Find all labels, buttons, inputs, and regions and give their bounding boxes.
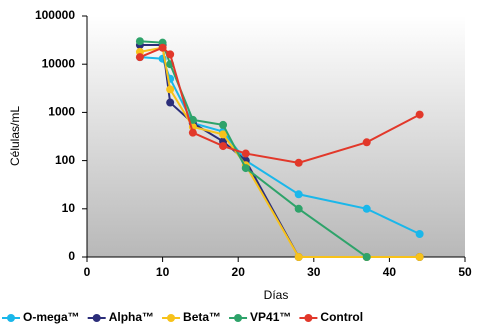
data-point	[219, 142, 228, 151]
data-point	[415, 230, 424, 239]
x-axis-label: Días	[264, 288, 289, 302]
data-point	[362, 253, 371, 261]
data-point	[135, 37, 144, 46]
data-point	[166, 85, 175, 94]
legend-marker	[92, 314, 101, 322]
legend-label: Control	[320, 310, 363, 324]
legend-marker	[304, 314, 313, 322]
y-axis-label: Células/mL	[8, 106, 22, 166]
y-tick-label: 100000	[35, 8, 75, 22]
y-tick-label: 1000	[48, 105, 75, 119]
x-tick-label: 50	[458, 265, 472, 279]
data-point	[188, 115, 197, 124]
data-point	[362, 138, 371, 147]
data-point	[166, 98, 175, 107]
y-tick-label: 10000	[42, 56, 76, 70]
legend-marker	[7, 314, 15, 322]
data-point	[188, 128, 197, 137]
legend-label: VP41™	[250, 310, 291, 324]
data-point	[241, 164, 250, 173]
data-point	[158, 43, 167, 52]
data-point	[415, 110, 424, 119]
data-point	[362, 204, 371, 213]
x-tick-label: 20	[232, 265, 246, 279]
legend-label: Alpha™	[109, 310, 154, 324]
x-tick-label: 30	[307, 265, 321, 279]
data-point	[241, 149, 250, 158]
y-tick-label: 10	[62, 201, 76, 215]
data-point	[294, 158, 303, 167]
x-tick-label: 0	[84, 265, 91, 279]
legend-marker	[234, 314, 243, 322]
data-point	[415, 253, 424, 261]
y-tick-label: 100	[55, 153, 75, 167]
data-point	[294, 253, 303, 261]
legend-label: Beta™	[183, 310, 221, 324]
x-tick-label: 40	[383, 265, 397, 279]
data-point	[294, 204, 303, 213]
data-point	[294, 190, 303, 199]
y-tick-label: 0	[68, 249, 75, 263]
legend-label: O-mega™	[23, 310, 80, 324]
data-point	[219, 120, 228, 129]
data-point	[135, 53, 144, 62]
data-point	[219, 130, 228, 139]
data-point	[166, 50, 175, 59]
legend-marker	[167, 314, 176, 322]
x-tick-label: 10	[156, 265, 170, 279]
